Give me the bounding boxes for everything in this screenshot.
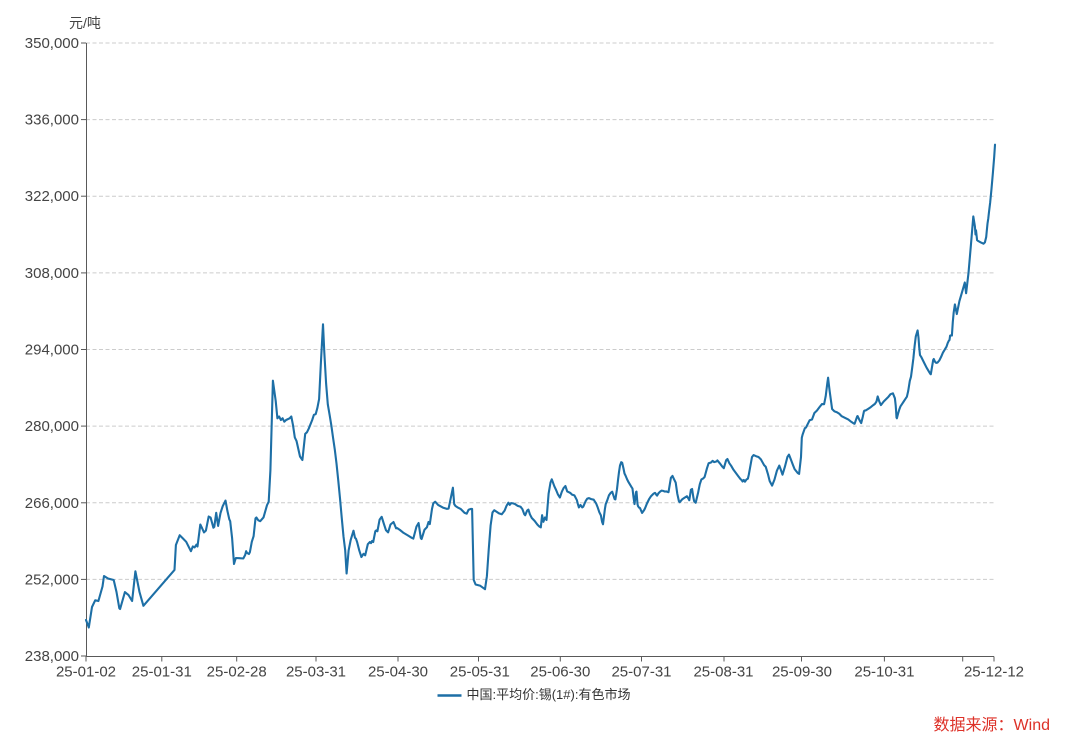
svg-text:25-07-31: 25-07-31 [611, 664, 671, 681]
svg-text:25-08-31: 25-08-31 [693, 664, 753, 681]
svg-text:308,000: 308,000 [25, 265, 79, 282]
svg-text:25-05-31: 25-05-31 [450, 664, 510, 681]
svg-text:中国:平均价:锡(1#):有色市场: 中国:平均价:锡(1#):有色市场 [467, 687, 631, 702]
svg-text:25-09-30: 25-09-30 [772, 664, 832, 681]
svg-text:294,000: 294,000 [25, 342, 79, 359]
svg-text:元/吨: 元/吨 [69, 15, 101, 31]
svg-text:25-03-31: 25-03-31 [286, 664, 346, 681]
svg-text:数据来源：Wind: 数据来源：Wind [934, 716, 1050, 734]
svg-text:266,000: 266,000 [25, 495, 79, 512]
svg-text:25-01-02: 25-01-02 [56, 664, 116, 681]
svg-text:350,000: 350,000 [25, 35, 79, 52]
svg-text:280,000: 280,000 [25, 418, 79, 435]
svg-text:25-04-30: 25-04-30 [368, 664, 428, 681]
svg-text:322,000: 322,000 [25, 188, 79, 205]
svg-text:252,000: 252,000 [25, 571, 79, 588]
svg-text:336,000: 336,000 [25, 112, 79, 129]
svg-text:25-10-31: 25-10-31 [854, 664, 914, 681]
svg-text:25-06-30: 25-06-30 [530, 664, 590, 681]
svg-text:238,000: 238,000 [25, 648, 79, 665]
svg-text:25-12-12: 25-12-12 [964, 664, 1024, 681]
svg-text:25-01-31: 25-01-31 [132, 664, 192, 681]
svg-text:25-02-28: 25-02-28 [207, 664, 267, 681]
